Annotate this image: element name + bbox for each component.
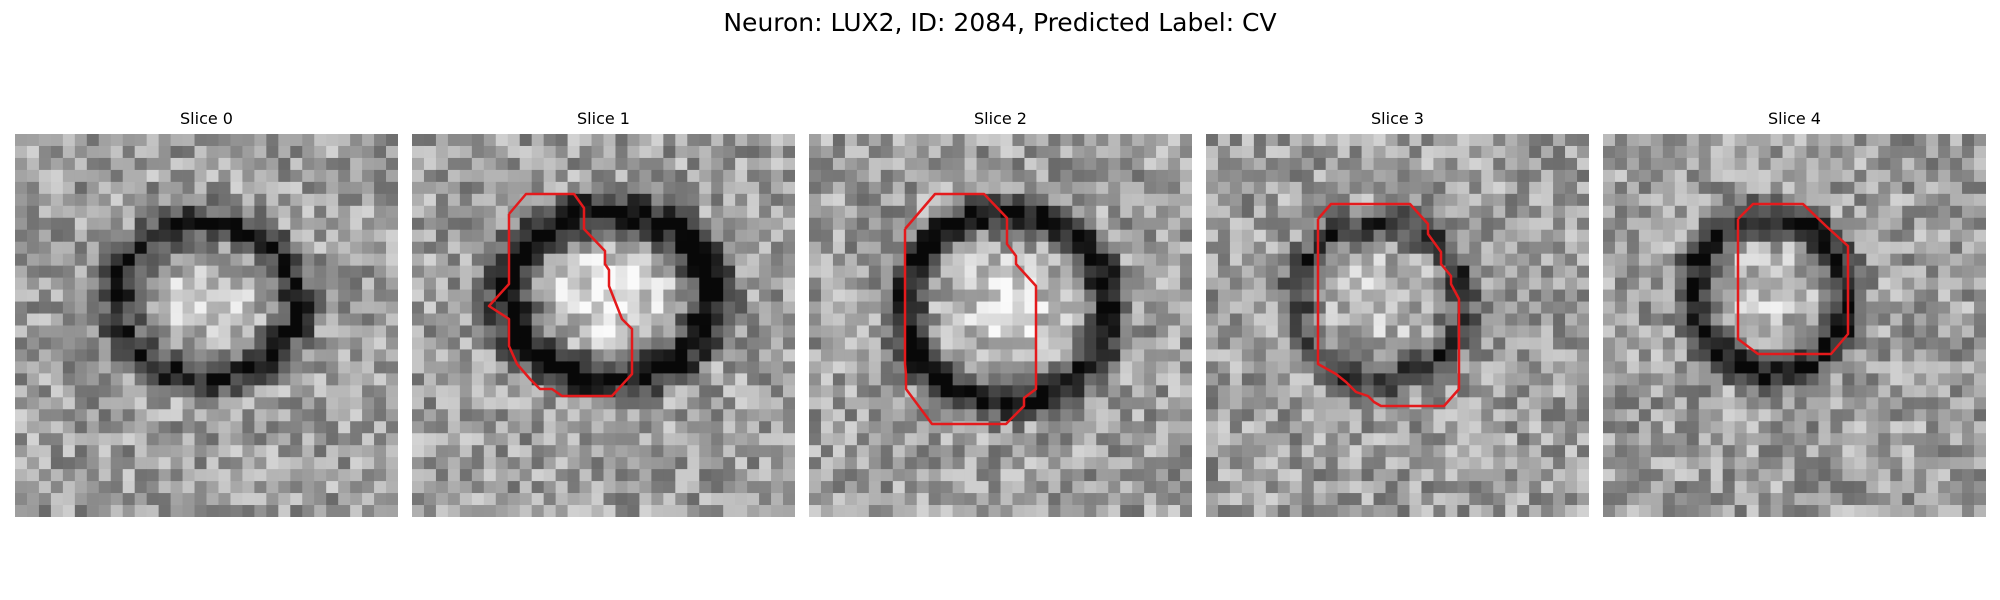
slice-panel-1: Slice 1 xyxy=(412,108,795,517)
slice-panel-4: Slice 4 xyxy=(1603,108,1986,517)
segmentation-contour xyxy=(487,192,634,398)
segmentation-contour xyxy=(903,192,1038,426)
grayscale-microscopy-image xyxy=(1603,134,1986,517)
grayscale-microscopy-image xyxy=(412,134,795,517)
segmentation-contour xyxy=(1736,202,1850,356)
slice-image xyxy=(15,134,398,517)
slice-image xyxy=(809,134,1192,517)
grayscale-microscopy-image xyxy=(15,134,398,517)
slice-panel-3: Slice 3 xyxy=(1206,108,1589,517)
slice-image xyxy=(1206,134,1589,517)
slice-title: Slice 3 xyxy=(1371,109,1424,128)
figure-title: Neuron: LUX2, ID: 2084, Predicted Label:… xyxy=(723,8,1277,37)
segmentation-contour xyxy=(1316,202,1461,408)
slice-image xyxy=(412,134,795,517)
slice-panel-2: Slice 2 xyxy=(809,108,1192,517)
slice-title: Slice 4 xyxy=(1768,109,1821,128)
slice-title: Slice 2 xyxy=(974,109,1027,128)
slice-panel-0: Slice 0 xyxy=(15,108,398,517)
slice-title: Slice 1 xyxy=(577,109,630,128)
slice-title: Slice 0 xyxy=(180,109,233,128)
slice-image xyxy=(1603,134,1986,517)
grayscale-microscopy-image xyxy=(1206,134,1589,517)
grayscale-microscopy-image xyxy=(809,134,1192,517)
